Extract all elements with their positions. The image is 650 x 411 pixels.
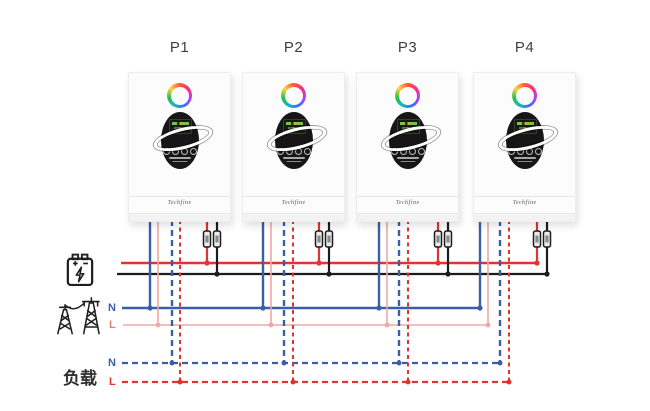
ring-hole — [398, 86, 417, 105]
panel-base — [474, 213, 575, 221]
display-buttons-icon — [275, 148, 313, 155]
inverter-label: P4 — [514, 39, 535, 56]
junction-dot — [204, 260, 210, 266]
rgb-ring-icon — [281, 83, 306, 108]
ring-hole — [515, 86, 534, 105]
junction-dot — [147, 305, 153, 311]
panel-base — [129, 213, 230, 221]
junction-dot — [445, 271, 451, 277]
junction-dot — [396, 360, 402, 366]
junction-dot — [544, 271, 550, 277]
junction-dot — [316, 260, 322, 266]
grid-live-label: L — [109, 319, 116, 331]
junction-dot — [435, 260, 441, 266]
panel-divider — [474, 196, 575, 197]
panel-base — [243, 213, 344, 221]
junction-dot — [405, 379, 411, 385]
fuse-core — [317, 235, 321, 243]
display-microtext — [517, 160, 532, 162]
panel-divider — [129, 196, 230, 197]
fuse-core — [327, 235, 331, 243]
battery-icon — [66, 253, 94, 292]
junction-dot — [477, 305, 483, 311]
ring-hole — [170, 86, 189, 105]
display-microtext — [168, 157, 191, 159]
display-screen-icon — [513, 119, 537, 134]
display-screen-icon — [282, 119, 306, 134]
inverter-label: P2 — [283, 39, 304, 56]
fuse-core — [215, 235, 219, 243]
junction-dot — [169, 360, 175, 366]
junction-dot — [290, 379, 296, 385]
load-live-label: L — [109, 376, 116, 388]
display-microtext — [396, 157, 419, 159]
junction-dot — [260, 305, 266, 311]
brand-text: Techfine — [281, 200, 306, 206]
junction-dot — [155, 322, 161, 328]
junction-dot — [506, 379, 512, 385]
junction-dot — [534, 260, 540, 266]
junction-dot — [281, 360, 287, 366]
junction-dot — [326, 271, 332, 277]
fuse-core — [545, 235, 549, 243]
display-microtext — [400, 160, 415, 162]
rgb-ring-icon — [395, 83, 420, 108]
junction-dot — [177, 379, 183, 385]
display-microtext — [513, 157, 536, 159]
inverter-unit: P1 Techfine — [128, 39, 231, 222]
inverter-display-icon — [505, 112, 544, 169]
fuse-core — [436, 235, 440, 243]
rgb-ring-icon — [167, 83, 192, 108]
display-microtext — [286, 160, 301, 162]
inverter-display-icon — [388, 112, 427, 169]
load-neutral-label: N — [108, 357, 116, 369]
fuse-core — [205, 235, 209, 243]
inverter-display-icon — [160, 112, 199, 169]
junction-dot — [485, 322, 491, 328]
inverter-unit: P3 Techfine — [356, 39, 459, 222]
display-buttons-icon — [161, 148, 199, 155]
brand-text: Techfine — [395, 200, 420, 206]
ring-hole — [284, 86, 303, 105]
panel-divider — [357, 196, 458, 197]
inverter-unit: P2 Techfine — [242, 39, 345, 222]
junction-dot — [376, 305, 382, 311]
brand-text: Techfine — [167, 200, 192, 206]
load-title: 负载 — [63, 369, 97, 388]
junction-dot — [268, 322, 274, 328]
inverter-label: P1 — [169, 39, 190, 56]
brand-text: Techfine — [512, 200, 537, 206]
inverter-label: P3 — [397, 39, 418, 56]
fuse-core — [446, 235, 450, 243]
fuse-core — [535, 235, 539, 243]
display-buttons-icon — [506, 148, 544, 155]
junction-dot — [214, 271, 220, 277]
rgb-ring-icon — [512, 83, 537, 108]
inverter-display-icon — [274, 112, 313, 169]
display-buttons-icon — [389, 148, 427, 155]
junction-dot — [384, 322, 390, 328]
display-microtext — [172, 160, 187, 162]
display-screen-icon — [168, 119, 192, 134]
power-grid-icon — [54, 294, 100, 340]
display-microtext — [282, 157, 305, 159]
panel-base — [357, 213, 458, 221]
panel-divider — [243, 196, 344, 197]
inverter-unit: P4 Techfine — [473, 39, 576, 222]
grid-neutral-label: N — [108, 302, 116, 314]
display-screen-icon — [396, 119, 420, 134]
junction-dot — [497, 360, 503, 366]
